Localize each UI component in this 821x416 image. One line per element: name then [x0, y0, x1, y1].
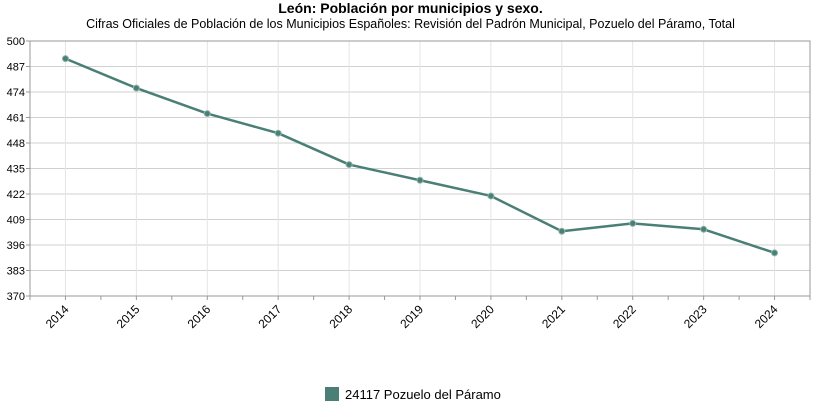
- data-point[interactable]: [345, 161, 353, 169]
- legend-swatch: [325, 387, 339, 401]
- x-tick-label: 2021: [539, 302, 568, 331]
- y-tick-label: 383: [7, 266, 25, 278]
- x-tick-label: 2019: [397, 302, 426, 331]
- y-tick-label: 409: [7, 215, 25, 227]
- data-point[interactable]: [700, 225, 708, 233]
- y-tick-label: 448: [7, 138, 25, 150]
- x-tick-label: 2016: [185, 302, 214, 331]
- grid-lines: [30, 40, 810, 297]
- y-tick-label: 422: [7, 189, 25, 201]
- y-tick-label: 461: [7, 113, 25, 125]
- y-tick-label: 500: [7, 36, 25, 48]
- legend-label: 24117 Pozuelo del Páramo: [345, 386, 501, 402]
- data-point[interactable]: [558, 227, 566, 235]
- series-layer: [61, 55, 779, 257]
- y-axis: 370 383 396 409 422 435 448 461 474 487 500: [7, 36, 30, 303]
- data-point[interactable]: [487, 192, 495, 200]
- plot-frame: [29, 40, 811, 297]
- data-point[interactable]: [416, 176, 424, 184]
- chart-title: León: Población por municipios y sexo.: [278, 0, 543, 16]
- data-point[interactable]: [629, 219, 637, 227]
- y-tick-label: 474: [7, 87, 25, 99]
- x-tick-label: 2020: [468, 302, 497, 331]
- data-point[interactable]: [274, 129, 282, 137]
- y-tick-label: 396: [7, 240, 25, 252]
- data-point[interactable]: [61, 55, 69, 63]
- data-point[interactable]: [771, 249, 779, 257]
- x-tick-label: 2018: [326, 302, 355, 331]
- x-axis: 2014 2015 2016 2017 2018 2019 2020 2021 2022 2023…: [29, 296, 811, 331]
- y-tick-label: 435: [7, 164, 25, 176]
- x-tick-label: 2017: [256, 302, 285, 331]
- x-tick-label: 2023: [681, 302, 710, 331]
- x-tick-label: 2015: [114, 302, 143, 331]
- legend[interactable]: 24117 Pozuelo del Páramo: [325, 385, 501, 403]
- x-tick-label: 2024: [752, 302, 781, 331]
- x-tick-label: 2014: [43, 302, 72, 331]
- y-tick-label: 370: [7, 291, 25, 303]
- x-tick-label: 2022: [610, 302, 639, 331]
- y-tick-label: 487: [7, 62, 25, 74]
- data-point[interactable]: [203, 110, 211, 118]
- chart-subtitle: Cifras Oficiales de Población de los Mun…: [86, 17, 735, 31]
- data-point[interactable]: [132, 84, 140, 92]
